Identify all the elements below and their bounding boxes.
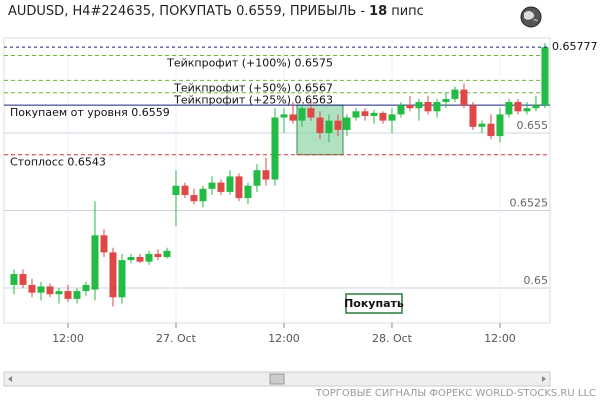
candle-body <box>406 105 414 109</box>
y-tick-label: 0.655 <box>517 119 549 132</box>
candle-body <box>55 291 63 295</box>
candle-body <box>469 105 477 127</box>
title: AUDUSD, H4#224635, ПОКУПАТЬ 0.6559, ПРИБ… <box>8 4 428 19</box>
y-tick-label: 0.6525 <box>510 197 549 210</box>
candle-body <box>523 108 531 112</box>
candle-body <box>64 291 72 299</box>
candle-body <box>289 114 297 121</box>
candle-body <box>28 284 36 293</box>
buy-button[interactable] <box>345 293 403 314</box>
candle-body <box>37 286 45 293</box>
candle-body <box>415 102 423 109</box>
candle-body <box>226 176 234 192</box>
profit: 18 <box>369 4 388 19</box>
candle-body <box>397 105 405 115</box>
candle-body <box>118 260 126 298</box>
candle-body <box>154 253 162 258</box>
candle-body <box>343 117 351 130</box>
candle-body <box>379 112 387 121</box>
x-tick-label: 27. Oct <box>156 332 197 345</box>
candle-body <box>208 182 216 189</box>
candle-body <box>514 102 522 112</box>
candle-body <box>136 257 144 262</box>
candle-body <box>82 284 90 292</box>
candle-body <box>505 102 513 115</box>
x-tick-label: 28. Oct <box>372 332 413 345</box>
candle-body <box>127 257 135 261</box>
level-label: Тейкпрофит (+100%) 0.6575 <box>166 57 333 70</box>
candle-body <box>496 114 504 137</box>
title-text: AUDUSD, H4#224635, ПОКУПАТЬ 0.6559, ПРИБ… <box>8 4 366 19</box>
candle-body <box>478 123 486 127</box>
candle-body <box>46 286 54 295</box>
candle-body <box>244 185 252 199</box>
profit-unit: пипс <box>391 4 424 19</box>
candle-body <box>253 170 261 186</box>
candle-body <box>172 185 180 196</box>
level-label: Стоплосс 0.6543 <box>10 156 106 169</box>
candle-body <box>424 102 432 112</box>
candle-body <box>541 47 549 106</box>
candle-body <box>217 182 225 192</box>
candle-body <box>235 176 243 199</box>
candle-body <box>262 170 270 180</box>
level-label: Покупаем от уровня 0.6559 <box>10 106 170 119</box>
price-label: 0.65777 <box>552 40 598 53</box>
candle-body <box>352 111 360 118</box>
x-tick-label: 12:00 <box>52 332 84 345</box>
globe-icon[interactable] <box>520 6 542 28</box>
candle-body <box>145 253 153 262</box>
candle-body <box>109 252 117 298</box>
footer: ТОРГОВЫЕ СИГНАЛЫ ФОРЕКС WORLD-STOCKS.RU … <box>315 388 596 399</box>
candle-body <box>370 112 378 116</box>
candle-body <box>451 89 459 99</box>
candle-body <box>280 114 288 118</box>
y-tick-label: 0.65 <box>524 274 549 287</box>
candle-body <box>271 117 279 180</box>
candle-body <box>19 274 27 285</box>
candle-body <box>91 235 99 290</box>
candle-body <box>487 123 495 137</box>
candle-body <box>163 250 171 258</box>
x-tick-label: 12:00 <box>268 332 300 345</box>
candle-body <box>442 98 450 103</box>
candle-body <box>433 102 441 112</box>
candle-body <box>190 195 198 202</box>
candle-body <box>100 235 108 253</box>
scroll-thumb[interactable] <box>269 373 285 385</box>
candle-body <box>73 291 81 299</box>
candle-body <box>181 185 189 196</box>
candle-body <box>532 105 540 109</box>
chart-layer: 0.65 0.6525 0.655 12:00 27. Oct 12:00 28. Oct 1… <box>4 38 598 345</box>
candle-body <box>388 114 396 121</box>
buy-button-label: Покупать <box>344 297 404 310</box>
candle-body <box>316 117 324 134</box>
candle-body <box>307 108 315 118</box>
candle-body <box>298 108 306 121</box>
candle-body <box>199 188 207 202</box>
candle-body <box>334 120 342 130</box>
candle-body <box>460 89 468 106</box>
level-label: Тейкпрофит (+50%) 0.6567 <box>173 81 333 94</box>
candle-body <box>10 274 18 285</box>
x-tick-label: 12:00 <box>484 332 516 345</box>
candle-body <box>325 120 333 134</box>
candle-body <box>361 111 369 116</box>
